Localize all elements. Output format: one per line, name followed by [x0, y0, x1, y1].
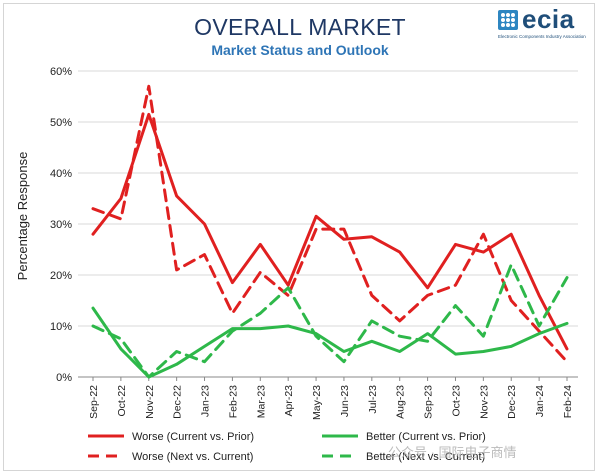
x-tick-label: Feb-24	[562, 385, 574, 418]
series-line-better-next-vs-current	[91, 263, 569, 379]
x-tick-label: Jun-23	[339, 385, 351, 417]
x-tick-label: Oct-22	[116, 385, 128, 417]
x-tick-label: May-23	[311, 385, 323, 420]
legend-label: Worse (Current vs. Prior)	[132, 431, 254, 443]
y-axis-ticks: 0% 10% 20% 30% 40% 50% 60%	[50, 66, 72, 384]
x-tick-label: Aug-23	[395, 385, 407, 419]
y-tick-label: 30%	[50, 219, 72, 231]
x-tick-label: Jan-23	[200, 385, 212, 417]
x-tick-label: Dec-22	[172, 385, 184, 419]
y-tick-label: 10%	[50, 321, 72, 333]
ecia-logo: ecia Electronic Components Industry Asso…	[498, 4, 590, 48]
x-tick-label: Nov-22	[144, 385, 156, 419]
legend-label: Worse (Next vs. Current)	[132, 451, 253, 463]
series-line-worse-next-vs-current	[91, 84, 569, 364]
y-tick-label: 20%	[50, 270, 72, 282]
logo-tagline: Electronic Components Industry Associati…	[498, 34, 586, 39]
x-tick-label: Oct-23	[450, 385, 462, 417]
x-tick-label: Jan-24	[534, 385, 546, 417]
chart-legend: Worse (Current vs. Prior) Worse (Next vs.…	[88, 431, 486, 463]
chart-subtitle: Market Status and Outlook	[211, 42, 389, 58]
x-tick-label: Apr-23	[283, 385, 295, 417]
ecia-logo-icon	[498, 10, 518, 30]
x-tick-label: Dec-23	[506, 385, 518, 419]
logo-wordmark: ecia	[522, 4, 575, 34]
x-tick-label: Mar-23	[255, 385, 267, 418]
chart-frame	[3, 3, 595, 471]
y-tick-label: 60%	[50, 66, 72, 78]
watermark: 公众号 · 国际电子商情	[388, 445, 517, 460]
x-tick-label: Sep-22	[88, 385, 100, 419]
x-tick-label: Sep-23	[423, 385, 435, 419]
y-tick-label: 40%	[50, 168, 72, 180]
x-axis-ticks: Sep-22 Oct-22 Nov-22 Dec-22 Jan-23 Feb-23 Mar-…	[88, 377, 574, 420]
legend-label: Better (Next vs. Current)	[366, 451, 485, 463]
chart-gridlines	[78, 70, 578, 378]
x-tick-label: Jul-23	[367, 385, 379, 414]
y-tick-label: 50%	[50, 117, 72, 129]
series-line-better-current-vs-prior	[91, 306, 569, 379]
legend-label: Better (Current vs. Prior)	[366, 431, 486, 443]
y-tick-label: 0%	[56, 372, 72, 384]
chart-series	[91, 84, 569, 379]
x-tick-label: Nov-23	[478, 385, 490, 419]
chart-title: OVERALL MARKET	[194, 14, 406, 40]
y-axis-label: Percentage Response	[15, 152, 30, 281]
x-tick-label: Feb-23	[227, 385, 239, 418]
series-line-worse-current-vs-prior	[91, 112, 569, 351]
